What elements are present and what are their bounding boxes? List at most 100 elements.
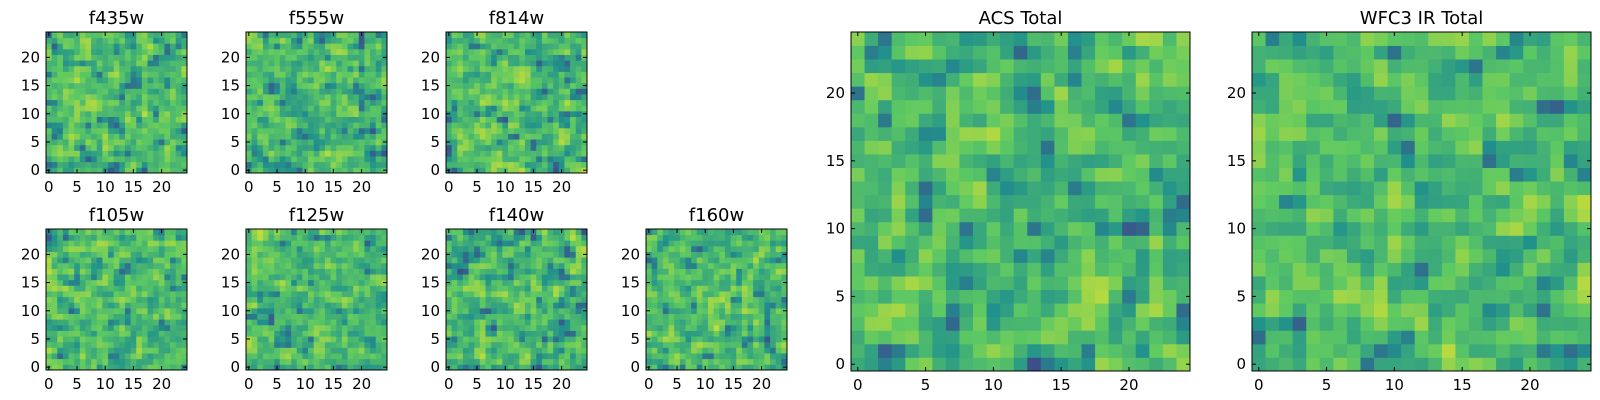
heatmap-cell — [85, 319, 92, 326]
heatmap-cell — [296, 296, 303, 303]
heatmap-cell — [519, 302, 526, 309]
heatmap-cell — [457, 285, 464, 292]
heatmap-cell — [268, 307, 275, 314]
heatmap-cell — [330, 262, 337, 269]
heatmap-cell — [457, 251, 464, 258]
heatmap-cell — [864, 181, 879, 196]
heatmap-cell — [541, 60, 548, 67]
heatmap-cell — [375, 82, 382, 89]
heatmap-cell — [1040, 262, 1055, 277]
heatmap-cell — [279, 307, 286, 314]
heatmap-cell — [324, 245, 331, 252]
heatmap-cell — [113, 99, 120, 106]
heatmap-cell — [474, 240, 481, 247]
heatmap-cell — [451, 279, 458, 286]
heatmap-cell — [51, 324, 58, 331]
heatmap-cell — [68, 133, 75, 140]
heatmap-cell — [102, 54, 109, 61]
heatmap-cell — [575, 313, 582, 320]
heatmap-cell — [57, 167, 64, 174]
heatmap-cell — [485, 274, 492, 281]
heatmap-cell — [764, 319, 771, 326]
heatmap-cell — [468, 144, 475, 151]
heatmap-cell — [302, 358, 309, 365]
heatmap-cell — [274, 285, 281, 292]
heatmap-cell — [547, 150, 554, 157]
heatmap-cell — [170, 274, 177, 281]
heatmap-cell — [724, 307, 731, 314]
heatmap-cell — [747, 234, 754, 241]
heatmap-cell — [308, 262, 315, 269]
heatmap-cell — [57, 127, 64, 134]
heatmap-cell — [296, 285, 303, 292]
heatmap-cell — [91, 139, 98, 146]
heatmap-cell — [474, 99, 481, 106]
heatmap-cell — [696, 319, 703, 326]
heatmap-cell — [262, 32, 269, 39]
heatmap-cell — [68, 48, 75, 55]
heatmap-cell — [279, 296, 286, 303]
heatmap-cell — [657, 279, 664, 286]
heatmap-cell — [932, 235, 947, 250]
heatmap-cell — [496, 251, 503, 258]
heatmap-cell — [502, 330, 509, 337]
heatmap-cell — [451, 262, 458, 269]
heatmap-cell — [1040, 221, 1055, 236]
heatmap-cell — [353, 364, 360, 371]
heatmap-cell — [296, 150, 303, 157]
heatmap-cell — [136, 54, 143, 61]
heatmap-cell — [508, 279, 515, 286]
heatmap-cell — [291, 274, 298, 281]
heatmap-cell — [336, 43, 343, 50]
heatmap-cell — [285, 139, 292, 146]
heatmap-cell — [130, 313, 137, 320]
heatmap-cell — [679, 364, 686, 371]
heatmap-cell — [102, 37, 109, 44]
heatmap-cell — [268, 296, 275, 303]
heatmap-cell — [153, 37, 160, 44]
heatmap-cell — [730, 319, 737, 326]
heatmap-cell — [313, 127, 320, 134]
heatmap-cell — [96, 291, 103, 298]
heatmap-cell — [324, 82, 331, 89]
heatmap-cell — [246, 240, 253, 247]
heatmap-cell — [679, 341, 686, 348]
heatmap-cell — [674, 274, 681, 281]
heatmap-cell — [358, 358, 365, 365]
heatmap-cell — [668, 324, 675, 331]
heatmap-cell — [758, 302, 765, 309]
heatmap-cell — [153, 88, 160, 95]
heatmap-cell — [108, 313, 115, 320]
heatmap-cell — [457, 88, 464, 95]
heatmap-cell — [308, 133, 315, 140]
heatmap-cell — [457, 144, 464, 151]
heatmap-cell — [113, 268, 120, 275]
heatmap-cell — [474, 324, 481, 331]
heatmap-cell — [674, 285, 681, 292]
heatmap-cell — [358, 37, 365, 44]
heatmap-cell — [324, 71, 331, 78]
heatmap-cell — [662, 364, 669, 371]
heatmap-cell — [130, 71, 137, 78]
heatmap-cell — [313, 156, 320, 163]
heatmap-cell — [251, 353, 258, 360]
heatmap-cell — [147, 291, 154, 298]
heatmap-cell — [96, 307, 103, 314]
heatmap-cell — [558, 150, 565, 157]
heatmap-cell — [724, 313, 731, 320]
heatmap-cell — [662, 319, 669, 326]
heatmap-cell — [775, 285, 782, 292]
heatmap-cell — [781, 330, 788, 337]
heatmap-cell — [513, 37, 520, 44]
heatmap-cell — [358, 110, 365, 117]
heatmap-cell — [141, 347, 148, 354]
heatmap-cell — [153, 285, 160, 292]
heatmap-cell — [147, 105, 154, 112]
heatmap-cell — [285, 251, 292, 258]
heatmap-cell — [370, 336, 377, 343]
heatmap-cell — [57, 268, 64, 275]
heatmap-cell — [1149, 262, 1164, 277]
heatmap-cell — [918, 316, 933, 331]
heatmap-cell — [381, 330, 388, 337]
